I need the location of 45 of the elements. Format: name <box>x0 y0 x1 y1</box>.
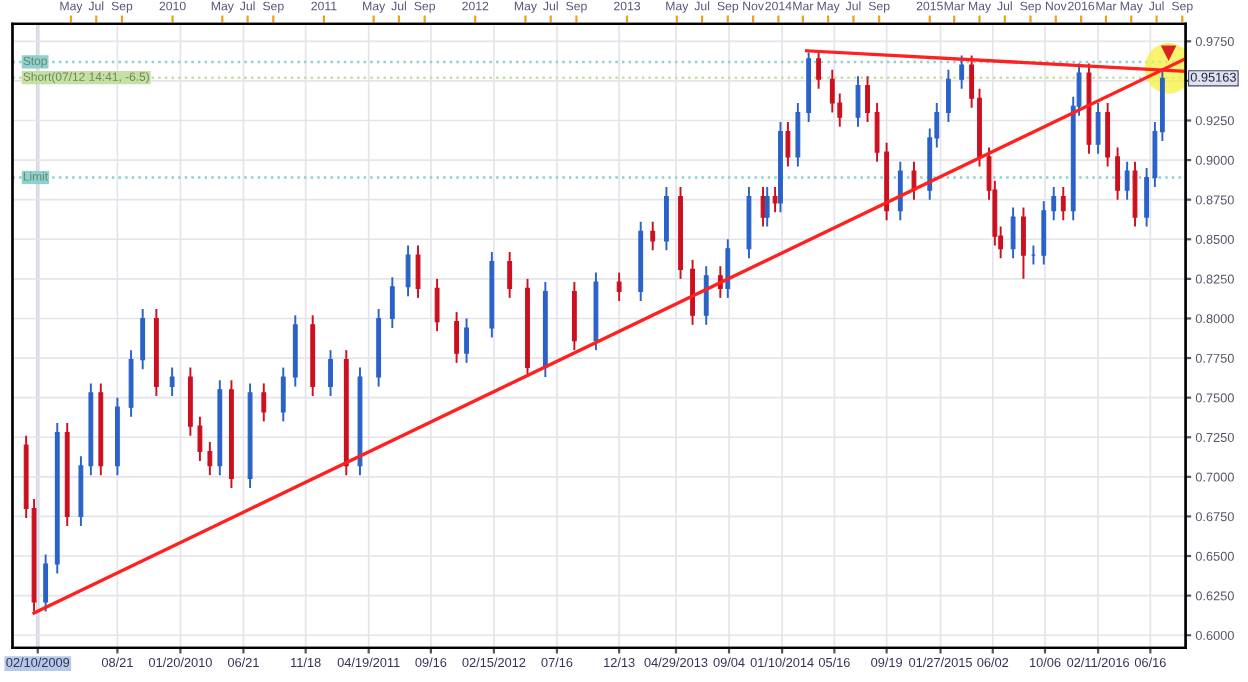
candlestick <box>261 382 267 423</box>
candlestick <box>140 307 146 371</box>
candlestick <box>816 51 822 90</box>
candlestick <box>207 441 213 477</box>
candlestick <box>1115 146 1121 201</box>
candlestick <box>764 186 770 228</box>
candlestick <box>328 349 333 398</box>
candlestick <box>829 68 835 114</box>
candlestick <box>415 244 421 299</box>
candlestick <box>945 68 951 124</box>
candlestick <box>507 250 513 299</box>
candlestick <box>128 349 134 418</box>
candlestick <box>855 75 861 128</box>
candlestick <box>703 265 709 326</box>
candlestick <box>959 54 965 90</box>
candlestick <box>785 121 791 168</box>
candlestick <box>690 258 695 326</box>
candlestick <box>650 220 656 252</box>
candlestick <box>725 238 731 299</box>
candlestick <box>1105 102 1111 168</box>
candlestick <box>389 276 395 329</box>
candlestick <box>280 366 286 423</box>
candlestick <box>795 102 801 168</box>
candlestick <box>664 186 669 252</box>
candlestick <box>43 553 49 613</box>
candlestick <box>405 244 411 298</box>
candlestick <box>911 160 917 201</box>
candlestick <box>865 75 870 124</box>
candlestick <box>772 186 778 214</box>
candlestick <box>1041 200 1047 266</box>
candlestick <box>169 366 175 398</box>
candlestick <box>1132 160 1138 228</box>
candlestick <box>197 415 203 462</box>
candlestick <box>1021 206 1026 280</box>
candlestick <box>434 277 440 333</box>
candlestick <box>1095 102 1101 155</box>
candlestick <box>874 102 880 163</box>
candlestick <box>897 160 903 222</box>
candlestick <box>1051 186 1057 222</box>
candlestick <box>464 317 469 364</box>
candlestick <box>1010 206 1016 260</box>
candlestick <box>454 311 460 364</box>
candlestick <box>616 271 622 303</box>
candlestick <box>1060 186 1066 222</box>
candlestick <box>1124 160 1130 201</box>
